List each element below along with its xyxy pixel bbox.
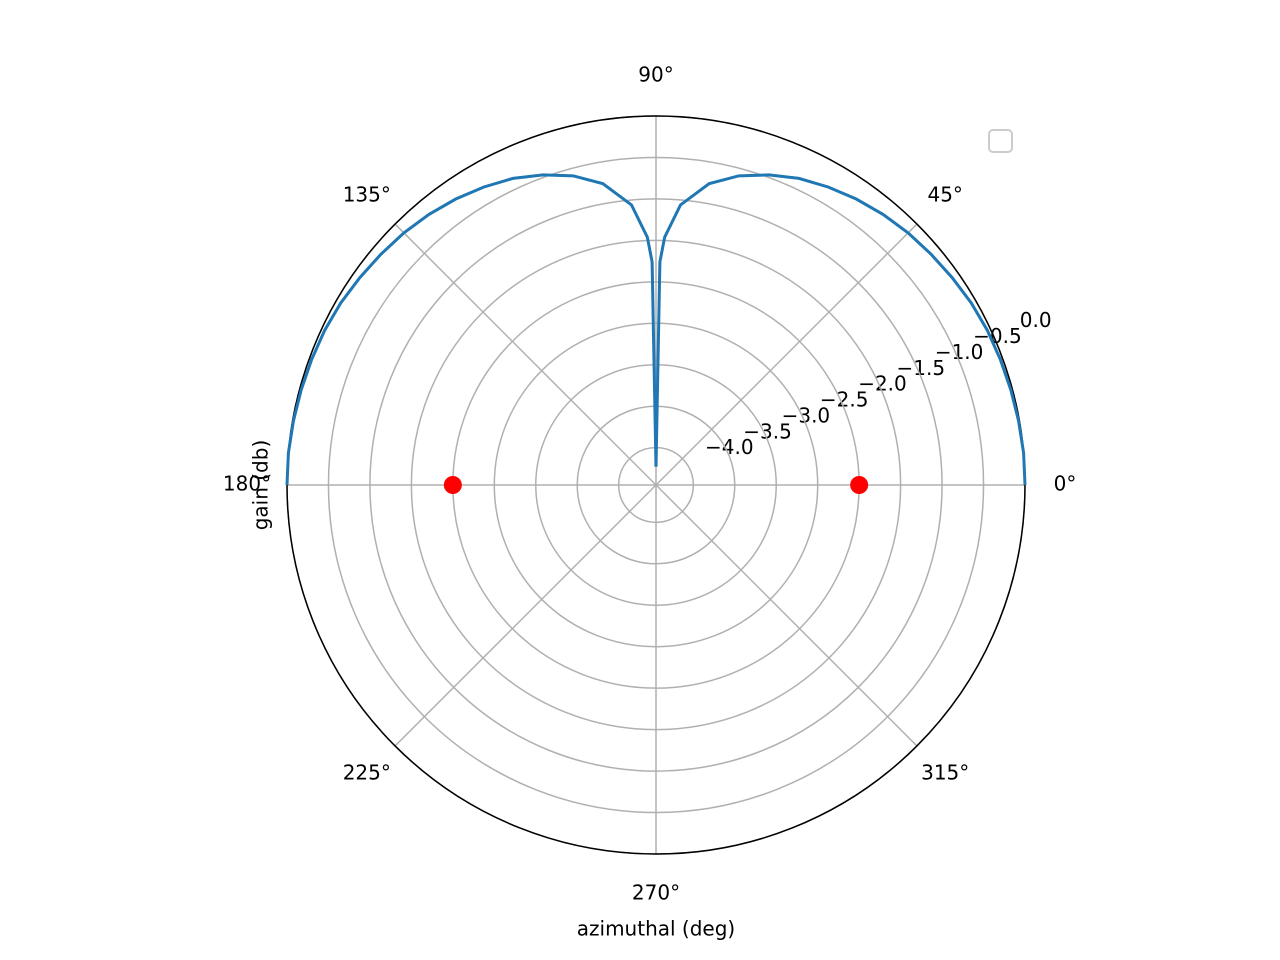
theta-tick-label: 0° <box>1054 472 1077 496</box>
legend <box>988 129 1013 153</box>
scatter-point <box>850 476 869 494</box>
theta-tick-label: 45° <box>927 182 962 206</box>
x-axis-label: azimuthal (deg) <box>577 917 735 941</box>
theta-tick-label: 90° <box>638 63 673 87</box>
theta-tick-label: 135° <box>343 182 391 206</box>
grid-spoke <box>655 223 918 486</box>
theta-tick-label: 225° <box>343 761 391 785</box>
grid-spoke <box>394 484 657 747</box>
theta-tick-label: 315° <box>921 761 969 785</box>
r-tick-label: 0.0 <box>1020 308 1052 332</box>
y-axis-label: gain (db) <box>249 440 273 531</box>
grid-spoke <box>394 223 657 486</box>
theta-tick-label: 180° <box>223 472 271 496</box>
gain-line <box>285 173 1027 486</box>
scatter-point <box>443 476 462 494</box>
grid-spoke <box>655 484 918 747</box>
theta-tick-label: 270° <box>632 881 680 905</box>
